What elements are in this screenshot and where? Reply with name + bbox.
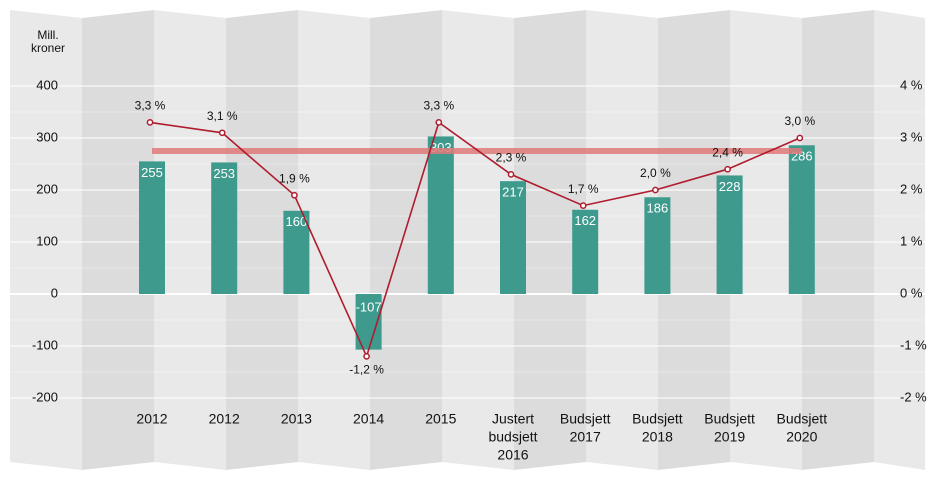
y2-tick-label: 3 % [900, 129, 923, 144]
stripe [442, 10, 514, 470]
bar-value-label: 228 [719, 179, 741, 194]
line-marker [579, 202, 587, 209]
line-value-label: 3,0 % [784, 114, 815, 128]
y-tick-label: 400 [36, 77, 58, 92]
line-marker [796, 134, 804, 142]
x-tick-label: Budsjett [777, 411, 828, 427]
x-tick-label: Budsjett [704, 411, 755, 427]
x-tick-label: Budsjett [632, 411, 683, 427]
stripe [658, 10, 730, 470]
stripe [874, 10, 925, 470]
bar-value-label: -107 [356, 299, 382, 314]
bar-value-label: 253 [213, 166, 235, 181]
line [149, 121, 801, 359]
y-axis-label: kroner [31, 41, 65, 55]
y2-tick-label: -1 % [900, 337, 927, 352]
x-tick-label: Justert [492, 411, 534, 427]
x-tick-label: 2012 [209, 411, 240, 427]
y-tick-label: 300 [36, 129, 58, 144]
bar [644, 197, 671, 294]
bar-value-label: 160 [286, 214, 308, 229]
y2-tick-label: 1 % [900, 233, 923, 248]
x-tick-label: 2013 [281, 411, 312, 427]
bar [139, 161, 165, 294]
x-tick-label: budsjett [488, 429, 537, 445]
x-tick-label: 2017 [570, 429, 601, 445]
bar [211, 162, 238, 294]
bar-value-label: 186 [647, 201, 669, 216]
x-tick-label: 2019 [714, 429, 745, 445]
stripe [370, 10, 442, 470]
x-tick-label: 2020 [786, 429, 817, 445]
y2-tick-label: -2 % [900, 389, 927, 404]
line-marker [652, 186, 659, 194]
bar-value-label: 217 [502, 185, 524, 200]
x-tick-label: 2016 [497, 447, 528, 463]
background [10, 10, 925, 470]
x-tick-label: 2014 [353, 411, 384, 427]
bar [427, 136, 454, 294]
line-marker [291, 191, 298, 199]
line-value-label: 3,3 % [135, 99, 166, 113]
stripe [10, 10, 82, 470]
y2-tick-label: 2 % [900, 181, 923, 196]
line-marker [218, 129, 226, 137]
stripe [298, 10, 370, 470]
y-tick-label: 200 [36, 181, 58, 196]
line-value-label: 3,3 % [423, 99, 454, 113]
stripe [226, 10, 298, 470]
bar-value-label: 255 [141, 165, 163, 180]
line-value-label: 1,9 % [279, 171, 310, 185]
stripe [730, 10, 802, 470]
y-axis-label: Mill. [37, 28, 58, 42]
line-value-label: 3,1 % [207, 109, 238, 123]
y2-tick-label: 4 % [900, 77, 923, 92]
y-tick-label: -100 [32, 337, 58, 352]
x-tick-label: Budsjett [560, 411, 611, 427]
line-marker [724, 165, 731, 173]
stripe [586, 10, 658, 470]
line-value-label: -1,2 % [349, 363, 384, 377]
bar [500, 181, 526, 294]
x-tick-label: 2012 [136, 411, 167, 427]
bar [283, 210, 310, 294]
x-tick-label: 2018 [642, 429, 673, 445]
y-tick-label: 100 [36, 233, 58, 248]
y-tick-label: -200 [32, 389, 58, 404]
stripe [802, 10, 874, 470]
bar [788, 145, 815, 294]
line-marker [435, 119, 443, 126]
line-marker [507, 171, 515, 178]
bar [572, 209, 599, 294]
y2-tick-label: 0 % [900, 285, 923, 300]
x-tick-label: 2015 [425, 411, 456, 427]
line-marker [363, 353, 370, 360]
line-value-label: 2,3 % [496, 151, 527, 165]
stripe [82, 10, 154, 470]
stripe [514, 10, 586, 470]
bar [716, 175, 743, 294]
line-value-label: 1,7 % [568, 182, 599, 196]
line-value-label: 2,0 % [640, 166, 671, 180]
bar-value-label: 162 [574, 213, 596, 228]
y-tick-label: 0 [51, 285, 58, 300]
line-value-label: 2,4 % [712, 145, 743, 159]
line-marker [146, 119, 154, 126]
